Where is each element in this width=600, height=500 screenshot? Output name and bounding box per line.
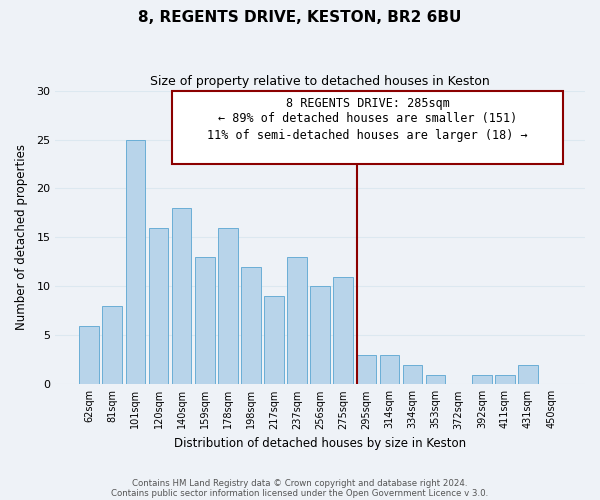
Bar — [241, 267, 260, 384]
Y-axis label: Number of detached properties: Number of detached properties — [15, 144, 28, 330]
Bar — [264, 296, 284, 384]
Text: Contains HM Land Registry data © Crown copyright and database right 2024.: Contains HM Land Registry data © Crown c… — [132, 478, 468, 488]
Bar — [79, 326, 99, 384]
Text: ← 89% of detached houses are smaller (151): ← 89% of detached houses are smaller (15… — [218, 112, 517, 125]
Bar — [195, 257, 215, 384]
Bar — [287, 257, 307, 384]
X-axis label: Distribution of detached houses by size in Keston: Distribution of detached houses by size … — [174, 437, 466, 450]
Text: 8 REGENTS DRIVE: 285sqm: 8 REGENTS DRIVE: 285sqm — [286, 98, 449, 110]
Bar — [310, 286, 330, 384]
Bar — [518, 364, 538, 384]
Bar — [172, 208, 191, 384]
Text: 11% of semi-detached houses are larger (18) →: 11% of semi-detached houses are larger (… — [207, 128, 528, 141]
Bar — [380, 355, 399, 384]
Text: Contains public sector information licensed under the Open Government Licence v : Contains public sector information licen… — [112, 488, 488, 498]
Bar — [125, 140, 145, 384]
Bar — [495, 374, 515, 384]
Text: 8, REGENTS DRIVE, KESTON, BR2 6BU: 8, REGENTS DRIVE, KESTON, BR2 6BU — [139, 10, 461, 25]
Bar — [103, 306, 122, 384]
Bar — [472, 374, 491, 384]
Bar — [356, 355, 376, 384]
FancyBboxPatch shape — [172, 90, 563, 164]
Bar — [426, 374, 445, 384]
Bar — [218, 228, 238, 384]
Bar — [149, 228, 169, 384]
Bar — [403, 364, 422, 384]
Bar — [334, 276, 353, 384]
Title: Size of property relative to detached houses in Keston: Size of property relative to detached ho… — [150, 75, 490, 88]
